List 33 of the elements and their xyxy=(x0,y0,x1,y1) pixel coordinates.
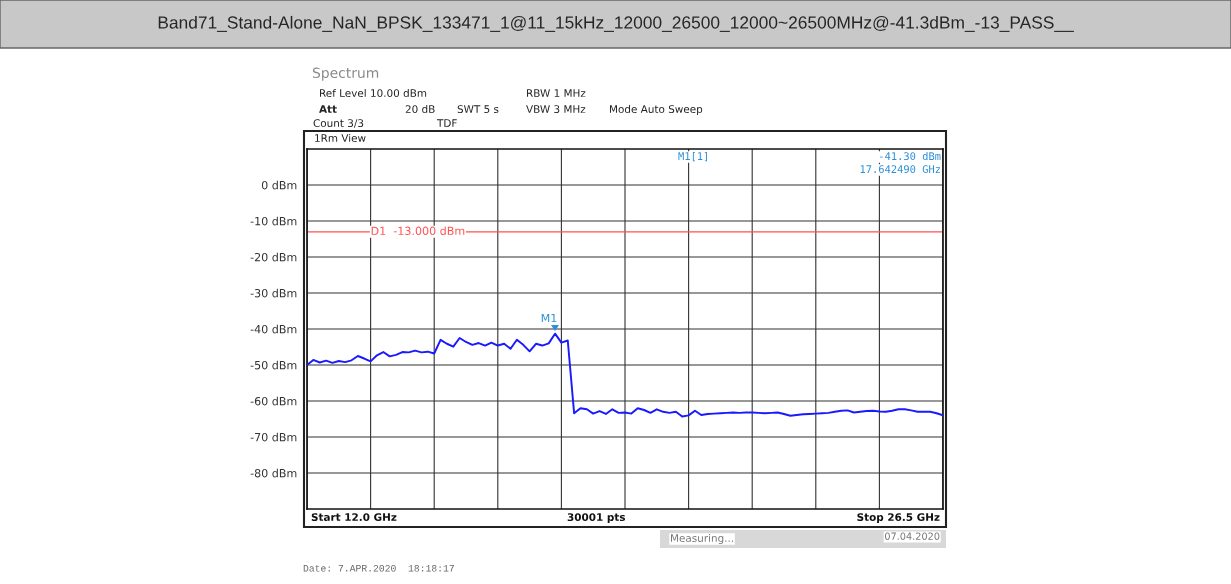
y-tick-label: -10 dBm xyxy=(250,216,297,226)
text: 1Rm View xyxy=(315,133,366,143)
text: Spectrum xyxy=(312,67,379,81)
text: Start 12.0 GHz xyxy=(311,513,397,522)
text: 30001 pts xyxy=(567,513,626,524)
annotation: M1[1] xyxy=(678,151,707,162)
text: RBW 1 MHz xyxy=(527,89,586,97)
text: TDF xyxy=(436,119,457,127)
text: Measuring... xyxy=(671,533,734,545)
text: Stop 26.5 GHz xyxy=(857,513,940,524)
text: Att xyxy=(319,105,337,113)
y-tick-label: -40 dBm xyxy=(250,324,297,334)
y-tick-label: -50 dBm xyxy=(250,360,297,370)
text: SWT 5 s xyxy=(457,105,499,114)
text: 07.04.2020 xyxy=(884,532,940,540)
y-tick-label: 0 dBm xyxy=(261,180,297,190)
chart-title: Band71_Stand-Alone_NaN_BPSK_133471_1@11_15kHz_12000_26500_12000~26500MHz@-41.3dBm_-13_PASS__ xyxy=(158,15,1074,32)
text: Date: 7.APR.2020 18:18:17 xyxy=(303,565,454,572)
annotation: -41.30 dBm xyxy=(880,151,941,161)
text: Ref Level 10.00 dBm xyxy=(320,88,427,98)
annotation: M1 xyxy=(541,313,557,323)
line-series xyxy=(307,332,943,418)
text: Count 3/3 xyxy=(313,119,364,128)
y-tick-label: -70 dBm xyxy=(250,432,297,442)
annotation: 17.642490 GHz xyxy=(860,165,941,174)
text: VBW 3 MHz xyxy=(526,105,586,114)
ref-line-label: D1 -13.000 dBm xyxy=(371,226,465,236)
text: 20 dB xyxy=(405,104,435,114)
y-tick-label: -30 dBm xyxy=(250,288,297,298)
text: Mode Auto Sweep xyxy=(610,104,703,116)
y-tick-label: -20 dBm xyxy=(250,252,297,262)
y-tick-label: -60 dBm xyxy=(250,396,297,406)
y-tick-label: -80 dBm xyxy=(250,468,297,478)
